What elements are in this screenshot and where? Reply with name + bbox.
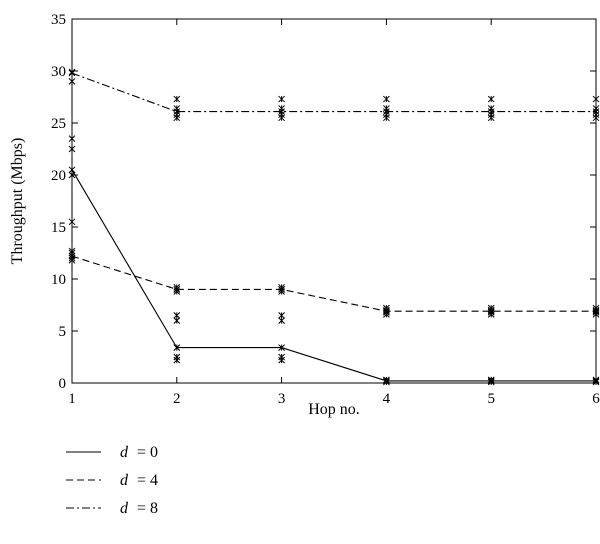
y-tick-label: 15 [51,220,66,236]
data-point [173,286,181,293]
y-tick-label: 25 [51,116,66,132]
data-point [487,95,495,103]
series-line-0 [71,169,596,382]
data-point [68,171,76,179]
data-point [68,218,76,226]
x-tick-label: 2 [173,391,181,407]
plot-area [71,18,597,384]
legend-variable: d [120,472,129,489]
data-point [487,376,495,384]
data-point [383,95,390,103]
data-point [592,95,600,103]
x-tick-label: 4 [383,391,391,407]
data-point [68,78,76,85]
data-point [278,286,285,293]
y-tick-label: 20 [51,168,66,184]
data-point [173,317,181,324]
data-point [592,306,600,314]
legend-value: = 0 [133,444,158,461]
x-axis-label: Hop no. [308,401,360,418]
series-points [68,68,600,386]
data-point [173,356,181,364]
data-point [592,376,600,384]
x-tick-label: 3 [278,391,286,407]
legend-label-1: d = 4 [120,472,158,489]
legend-variable: d [120,444,129,461]
data-point [68,166,76,174]
data-point [592,111,600,119]
data-point [278,344,285,351]
data-point [487,105,495,112]
y-tick-label: 35 [51,12,66,28]
legend-value: = 4 [133,472,158,489]
data-point [383,105,390,112]
series-line-2 [71,72,596,113]
data-point [68,68,76,76]
y-tick-label: 0 [59,376,67,392]
data-point [592,105,600,112]
data-point [278,95,285,103]
data-point [278,356,285,364]
data-point [278,312,285,319]
y-tick-label: 5 [59,324,67,340]
x-axis-ticks: 1 2 3 4 5 6 [68,19,600,407]
legend-label-2: d = 8 [120,500,158,517]
data-point [173,111,181,119]
data-point [487,306,495,314]
data-point [487,111,495,119]
legend-value: = 8 [133,500,158,517]
data-point [383,306,390,314]
data-point [68,135,76,142]
y-axis-label: Throughput (Mbps) [9,138,26,265]
data-point [173,105,181,112]
x-tick-label: 5 [487,391,495,407]
y-axis-ticks: 0 5 10 15 20 25 30 35 [51,12,596,392]
x-tick-label: 6 [592,391,600,407]
data-point [68,247,76,255]
data-point [68,145,76,153]
legend-label-0: d = 0 [120,444,158,461]
data-point [68,254,76,262]
data-point [383,376,390,384]
y-tick-label: 10 [51,272,66,288]
x-tick-label: 1 [68,391,76,407]
data-point [173,95,181,103]
series-lines [71,72,596,382]
legend: d = 0d = 4d = 8 [66,444,158,517]
data-point [278,105,285,112]
data-point [383,111,390,119]
series-line-1 [71,255,596,312]
data-point [173,344,181,351]
data-point [173,312,181,319]
data-point [278,111,285,119]
legend-variable: d [120,500,129,517]
data-point [278,317,285,324]
y-tick-label: 30 [51,64,66,80]
